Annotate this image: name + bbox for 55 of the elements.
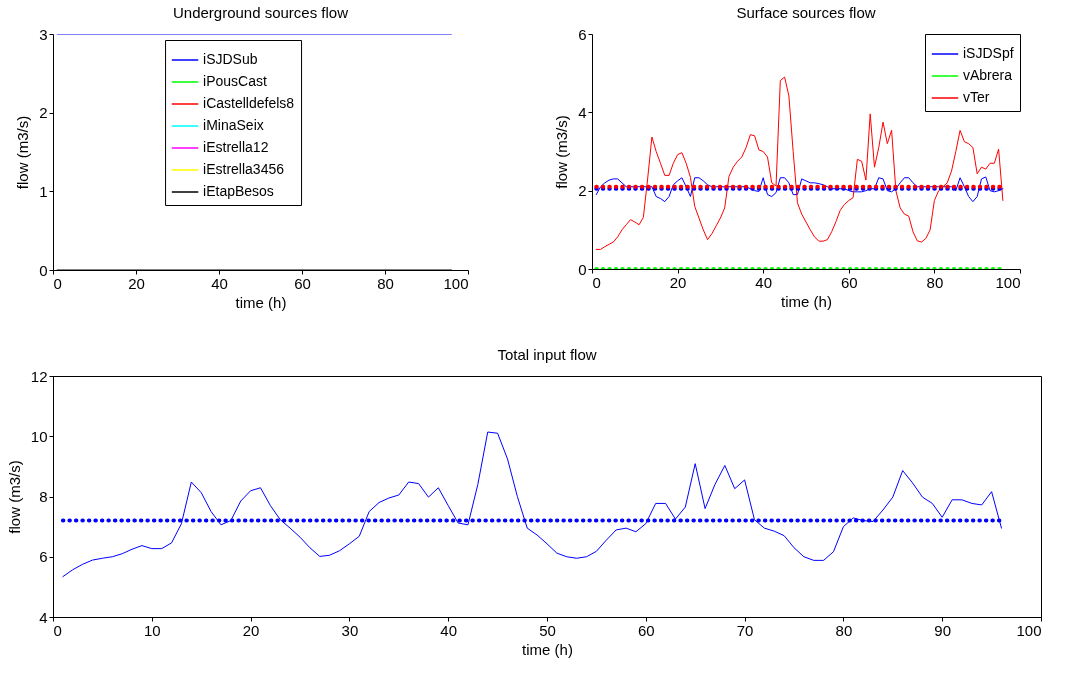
chart-title: Underground sources flow <box>172 4 349 21</box>
legend-label: vAbrera <box>963 67 1013 83</box>
y-tick-label: 2 <box>578 182 587 200</box>
y-tick-label: 4 <box>39 608 48 626</box>
x-tick-label: 60 <box>637 621 655 639</box>
x-tick-label: 80 <box>377 274 394 292</box>
x-tick-label: 40 <box>440 621 458 639</box>
x-tick-label: 40 <box>755 273 773 291</box>
legend-label: iMinaSeix <box>203 117 264 133</box>
x-tick-label: 0 <box>592 273 601 291</box>
x-tick-label: 60 <box>840 273 858 291</box>
x-tick-label: 30 <box>341 621 359 639</box>
y-tick-label: 4 <box>578 103 587 121</box>
x-tick-label: 90 <box>934 621 952 639</box>
x-tick-label: 100 <box>443 274 469 292</box>
y-tick-label: 10 <box>30 427 48 445</box>
x-tick-label: 10 <box>143 621 161 639</box>
legend-label: iPousCast <box>203 73 267 89</box>
y-tick-label: 12 <box>30 367 48 385</box>
x-tick-label: 40 <box>211 274 228 292</box>
legend-label: iEstrella3456 <box>203 161 285 177</box>
x-tick-label: 60 <box>294 274 311 292</box>
x-tick-label: 100 <box>995 273 1021 291</box>
y-tick-label: 2 <box>39 104 48 122</box>
y-axis-title: flow (m3/s) <box>553 115 571 189</box>
x-tick-label: 20 <box>128 274 145 292</box>
x-axis-title: time (h) <box>522 640 573 658</box>
legend-label: iSJDSpf <box>963 45 1014 61</box>
x-tick-label: 20 <box>669 273 687 291</box>
chart-title: Surface sources flow <box>736 4 876 21</box>
x-tick-label: 70 <box>736 621 754 639</box>
x-tick-label: 50 <box>539 621 556 639</box>
x-tick-label: 80 <box>835 621 853 639</box>
y-tick-label: 0 <box>39 261 48 279</box>
legend-label: iEtapBesos <box>203 183 274 199</box>
x-tick-label: 0 <box>53 274 62 292</box>
x-tick-label: 100 <box>1016 621 1042 639</box>
y-tick-label: 1 <box>39 182 48 200</box>
x-axis-title: time (h) <box>235 293 287 311</box>
legend-label: iSJDSub <box>203 51 258 67</box>
y-tick-label: 6 <box>39 548 48 566</box>
y-tick-label: 3 <box>39 25 48 43</box>
legend-label: iEstrella12 <box>203 139 269 155</box>
y-axis-title: flow (m3/s) <box>5 460 23 534</box>
y-tick-label: 6 <box>578 25 587 43</box>
legend-label: iCastelldefels8 <box>203 95 295 111</box>
chart-title: Total input flow <box>497 346 597 363</box>
y-tick-label: 8 <box>39 488 48 505</box>
x-axis-title: time (h) <box>781 292 832 310</box>
y-axis-title: flow (m3/s) <box>14 115 32 190</box>
x-tick-label: 80 <box>926 273 944 291</box>
legend-label: vTer <box>963 89 990 105</box>
x-tick-label: 20 <box>242 621 260 639</box>
y-tick-label: 0 <box>578 260 587 278</box>
x-tick-label: 0 <box>53 621 62 639</box>
